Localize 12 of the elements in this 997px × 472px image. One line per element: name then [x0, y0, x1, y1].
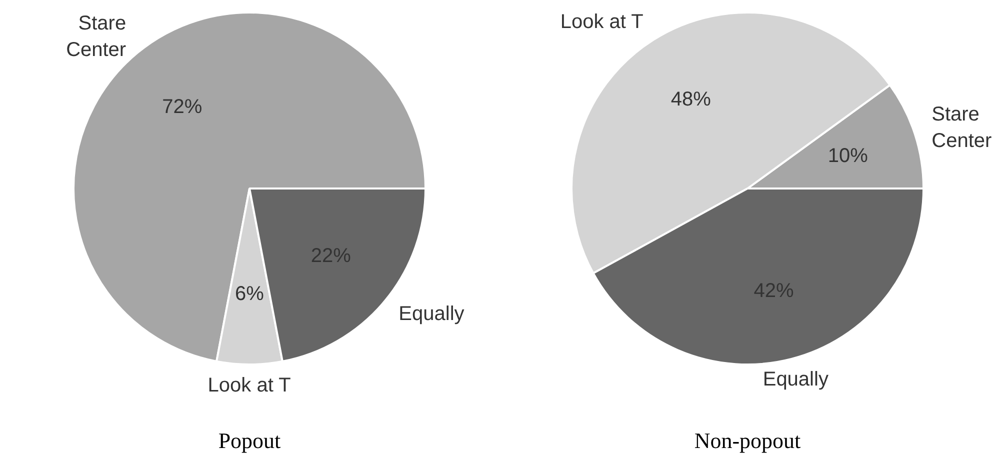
data-label: 6%	[235, 283, 264, 306]
text: Popout	[218, 428, 281, 453]
text: Non-popout	[694, 428, 801, 453]
data-label: 10%	[828, 144, 868, 167]
slice-label: Equally	[762, 368, 828, 390]
slice-label: Stare Center	[932, 103, 992, 152]
data-label: 48%	[670, 88, 712, 110]
slice-label: Look at T	[208, 374, 291, 397]
slice-label: Equally	[398, 303, 464, 326]
slice-label: Look at T	[560, 11, 644, 34]
data-label: 72%	[162, 96, 202, 118]
slice-label: Stare Center	[66, 12, 126, 61]
